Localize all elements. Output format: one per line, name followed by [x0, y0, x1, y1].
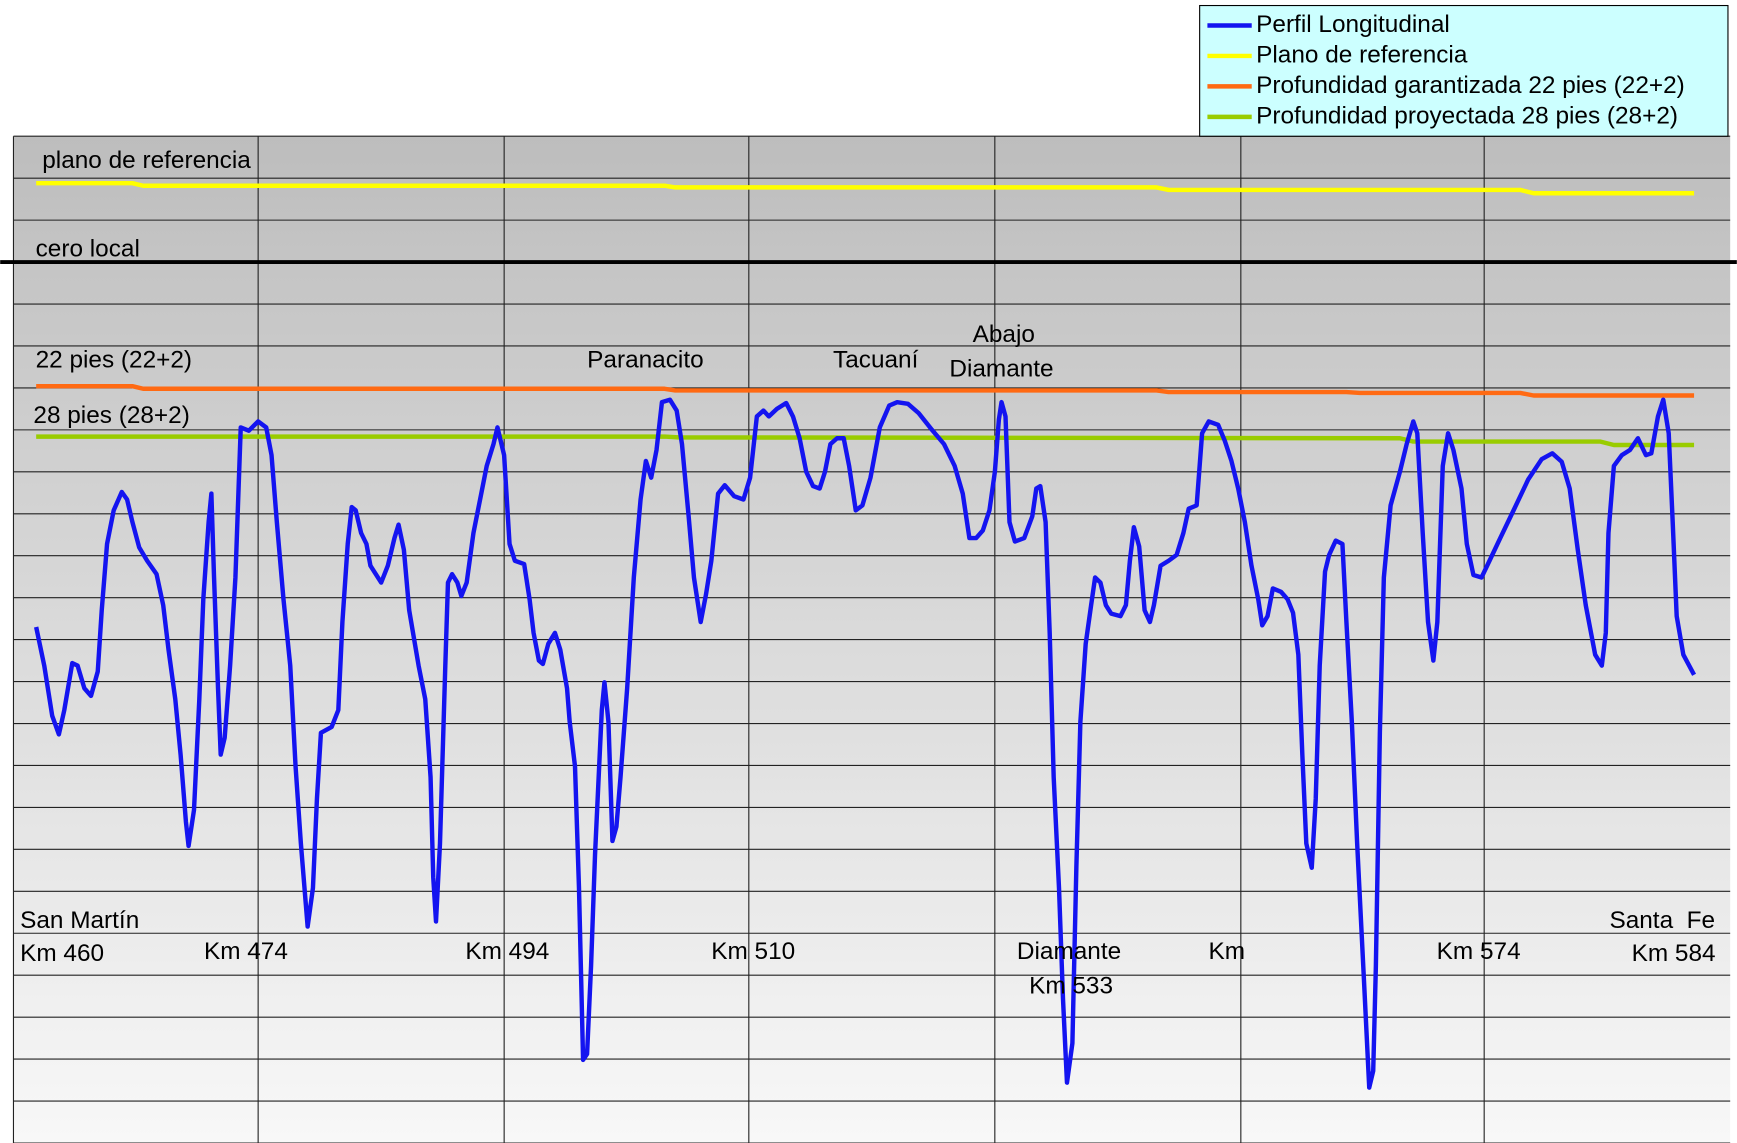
legend-label: Profundidad garantizada 22 pies (22+2) — [1256, 72, 1685, 99]
annotation: Abajo — [973, 321, 1035, 348]
series-line — [36, 383, 1695, 398]
annotation: 22 pies (22+2) — [36, 347, 192, 374]
legend-box — [1199, 4, 1729, 137]
annotation: Km 474 — [204, 938, 288, 965]
annotation: Santa Fe — [1609, 907, 1715, 934]
legend-label: Plano de referencia — [1256, 41, 1468, 68]
legend: Perfil Longitudinal Plano de referencia Pr… — [1199, 4, 1729, 137]
annotation: 28 pies (28+2) — [33, 402, 189, 429]
annotation: Km 584 — [1632, 940, 1716, 967]
series-line — [36, 180, 1695, 196]
annotation: Km 574 — [1437, 938, 1521, 965]
annotation: San Martín — [20, 907, 139, 934]
annotation: Tacuaní — [833, 347, 919, 374]
series-line — [34, 397, 1697, 1090]
annotation: plano de referencia — [42, 147, 251, 174]
annotation: Km 494 — [465, 938, 549, 965]
reference-label: cero local — [36, 235, 140, 262]
annotation: Diamante — [1017, 938, 1121, 965]
legend-label: Perfil Longitudinal — [1256, 11, 1450, 38]
annotation: Km — [1209, 938, 1246, 965]
annotation: Km 460 — [20, 940, 104, 967]
legend-label: Profundidad proyectada 28 pies (28+2) — [1256, 102, 1678, 129]
annotation: Km 533 — [1029, 972, 1113, 999]
annotation: Paranacito — [587, 347, 703, 374]
annotation: Diamante — [949, 355, 1053, 382]
annotation: Km 510 — [711, 938, 795, 965]
